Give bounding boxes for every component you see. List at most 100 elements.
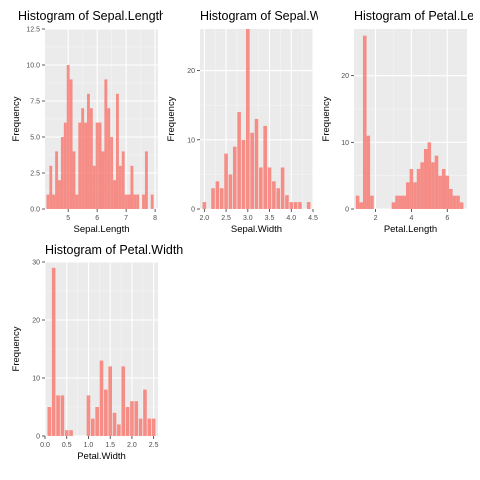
x-tick-label: 0.5 bbox=[62, 442, 72, 449]
histogram-bar bbox=[124, 194, 128, 209]
histogram-bar bbox=[47, 407, 52, 436]
histogram-bar bbox=[391, 202, 396, 209]
x-tick-label: 6 bbox=[95, 215, 99, 222]
y-tick-label: 10 bbox=[187, 137, 195, 144]
histogram-bar bbox=[276, 188, 281, 209]
x-tick-label: 1.5 bbox=[105, 442, 115, 449]
histogram-bar bbox=[51, 267, 56, 436]
histogram-bar bbox=[86, 395, 91, 436]
histogram-bar bbox=[406, 182, 410, 209]
x-tick-label: 3.5 bbox=[265, 215, 275, 222]
histogram-bar bbox=[370, 195, 374, 209]
y-tick-label: 10.0 bbox=[26, 63, 40, 70]
histogram-bar bbox=[285, 195, 289, 209]
histogram-bar bbox=[142, 194, 145, 209]
histogram-bar bbox=[441, 169, 446, 209]
histogram-bar bbox=[362, 35, 367, 210]
histogram-bar bbox=[121, 151, 125, 209]
chart-title: Histogram of Sepal.Length bbox=[18, 9, 163, 23]
x-tick-label: 0.0 bbox=[40, 442, 50, 449]
y-tick-label: 10 bbox=[341, 140, 349, 147]
histogram-bar bbox=[224, 153, 228, 209]
histogram-bar bbox=[138, 418, 143, 436]
histogram-bar bbox=[427, 142, 432, 209]
histogram-bar bbox=[151, 418, 156, 436]
y-tick-label: 5.0 bbox=[30, 135, 40, 142]
x-tick-label: 2.0 bbox=[199, 215, 209, 222]
histogram-bar bbox=[147, 418, 152, 436]
histogram-bar bbox=[211, 188, 215, 209]
histogram-bar bbox=[55, 151, 59, 209]
histogram-bar bbox=[110, 137, 114, 209]
histogram-bar bbox=[143, 389, 147, 436]
x-tick-label: 2 bbox=[374, 215, 378, 222]
histogram-bar bbox=[63, 122, 67, 209]
chart-petal-length: 0 10 20 2 4 6 Petal.Length Frequency bbox=[321, 29, 467, 235]
histogram-bar bbox=[121, 366, 126, 436]
histogram-bar bbox=[90, 418, 95, 436]
y-tick-label: 0.0 bbox=[30, 207, 40, 214]
histogram-bar bbox=[52, 194, 56, 209]
x-tick-label: 6 bbox=[445, 215, 449, 222]
histogram-bar bbox=[250, 132, 254, 209]
histogram-bar bbox=[89, 108, 93, 209]
histogram-bar bbox=[402, 195, 407, 209]
histogram-bar bbox=[359, 202, 363, 209]
histogram-bar bbox=[130, 165, 134, 209]
histogram-bar bbox=[104, 79, 108, 210]
y-tick-label: 2.5 bbox=[30, 171, 40, 178]
y-tick-label: 0 bbox=[191, 207, 195, 214]
x-tick-label: 2.0 bbox=[127, 442, 137, 449]
histogram-bar bbox=[56, 395, 60, 436]
x-tick-label: 2.5 bbox=[221, 215, 231, 222]
histogram-bar bbox=[413, 182, 417, 209]
x-tick-label: 7 bbox=[124, 215, 128, 222]
x-axis-label: Sepal.Width bbox=[231, 224, 282, 235]
histogram-bar bbox=[72, 151, 76, 209]
histogram-bar bbox=[81, 108, 85, 209]
histogram-bar bbox=[306, 202, 311, 209]
histogram-bar bbox=[232, 146, 237, 209]
histogram-bar bbox=[202, 202, 207, 209]
histogram-bar bbox=[409, 169, 414, 209]
histogram-bar bbox=[101, 151, 105, 209]
histogram-bar bbox=[92, 165, 96, 209]
histogram-bar bbox=[449, 189, 453, 209]
histogram-bar bbox=[445, 175, 450, 209]
histogram-bar bbox=[95, 407, 99, 436]
histogram-bar bbox=[113, 180, 116, 209]
y-tick-label: 30 bbox=[32, 260, 40, 267]
histogram-bar bbox=[98, 122, 102, 209]
chart-title: Histogram of Petal.Width bbox=[45, 243, 184, 257]
x-tick-label: 8 bbox=[153, 215, 157, 222]
histogram-bar bbox=[228, 174, 233, 209]
histogram-bar bbox=[127, 194, 131, 209]
histogram-bar bbox=[117, 424, 121, 436]
y-axis-label: Frequency bbox=[11, 326, 22, 371]
histogram-bar bbox=[60, 137, 64, 209]
histogram-bar bbox=[456, 195, 460, 209]
histogram-bar bbox=[64, 430, 69, 436]
histogram-bar bbox=[452, 195, 457, 209]
y-tick-label: 0 bbox=[345, 207, 349, 214]
x-tick-label: 4 bbox=[409, 215, 413, 222]
histogram-bar bbox=[84, 122, 88, 209]
histogram-panel-petal-width: 0 10 20 30 0.0 0.5 1.0 1.5 2.0 2.5 Petal.Width Freq… bbox=[8, 242, 183, 474]
histogram-bar bbox=[134, 401, 139, 436]
histogram-bar bbox=[420, 162, 424, 209]
y-tick-label: 10 bbox=[32, 376, 40, 383]
histogram-bar bbox=[150, 194, 154, 209]
histogram-bar bbox=[298, 202, 302, 209]
y-tick-label: 20 bbox=[341, 73, 349, 80]
histogram-bar bbox=[66, 65, 70, 209]
histogram-bar bbox=[459, 202, 464, 209]
histogram-bar bbox=[78, 122, 82, 209]
x-tick-label: 4.0 bbox=[286, 215, 296, 222]
chart-sepal-length: 0.0 2.5 5.0 7.5 10.0 12.5 5 6 7 8 Sepal.Length Freq… bbox=[11, 27, 158, 235]
histogram-bar bbox=[280, 167, 285, 209]
chart-petal-width: 0 10 20 30 0.0 0.5 1.0 1.5 2.0 2.5 Petal.Width Freq… bbox=[11, 260, 159, 463]
histogram-bar bbox=[144, 151, 148, 209]
histogram-bar bbox=[99, 360, 104, 436]
y-axis-label: Frequency bbox=[166, 96, 177, 141]
x-axis-label: Sepal.Length bbox=[74, 224, 130, 235]
